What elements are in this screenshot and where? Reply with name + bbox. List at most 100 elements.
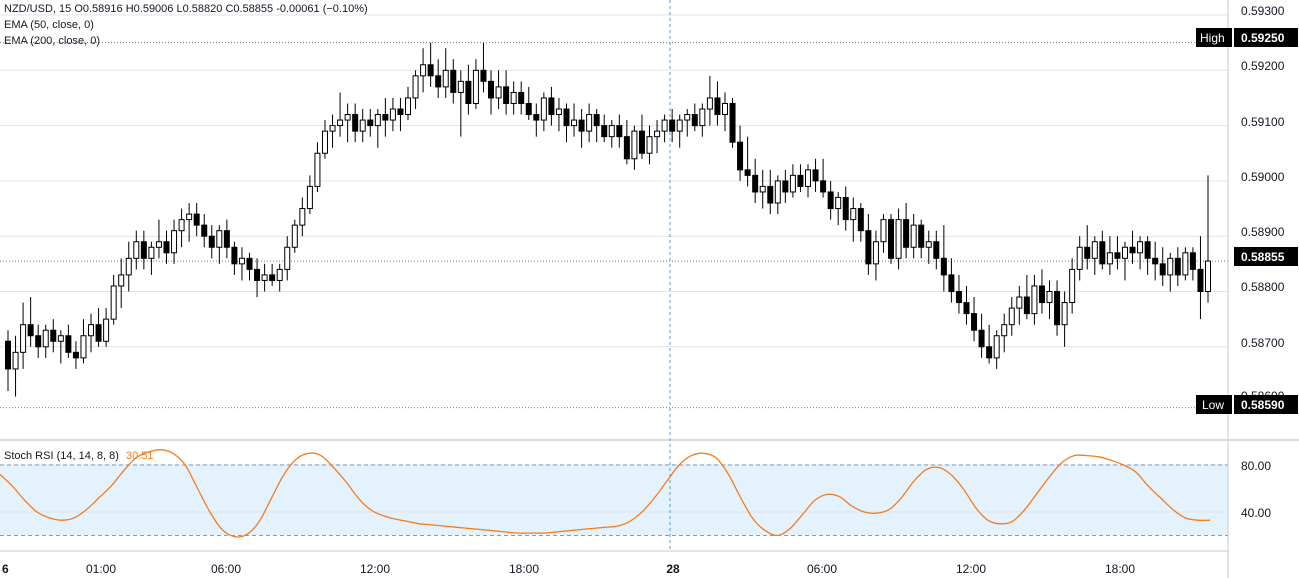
candle bbox=[261, 263, 268, 292]
candle bbox=[1189, 247, 1196, 281]
ema200-legend[interactable]: EMA (200, close, 0) bbox=[4, 35, 100, 47]
candle bbox=[669, 109, 676, 143]
candle bbox=[812, 158, 819, 192]
price-tick: 0.59100 bbox=[1241, 115, 1285, 129]
low-tag-value-bg bbox=[1234, 395, 1298, 414]
candle bbox=[442, 48, 449, 98]
candle-body-down bbox=[955, 291, 962, 304]
candle-body-down bbox=[865, 230, 872, 265]
candle bbox=[133, 230, 140, 270]
price-axis[interactable]: 0.59300 0.59200 0.59100 0.59000 0.58900 … bbox=[1196, 4, 1298, 414]
candle-body-down bbox=[744, 169, 751, 176]
candle-body-up bbox=[684, 114, 691, 121]
candle-body-down bbox=[5, 340, 11, 370]
candle-body-up bbox=[510, 91, 517, 104]
candle bbox=[850, 197, 857, 242]
candle bbox=[125, 241, 132, 292]
candle-body-down bbox=[465, 80, 472, 104]
candle-body-down bbox=[352, 114, 359, 132]
candle-body-up bbox=[299, 208, 306, 226]
candle bbox=[571, 103, 578, 137]
candle-body-down bbox=[1099, 241, 1106, 265]
legend-change: -0.00061 (−0.10%) bbox=[276, 3, 368, 15]
time-tick: 28 bbox=[666, 562, 680, 576]
candle-body-up bbox=[306, 185, 313, 210]
high-tag-value: 0.59250 bbox=[1241, 31, 1285, 45]
candle-body-down bbox=[95, 324, 102, 342]
candle bbox=[465, 64, 472, 115]
candle-body-up bbox=[291, 224, 298, 248]
candle bbox=[616, 114, 623, 148]
candle-body-down bbox=[1159, 263, 1166, 276]
time-axis[interactable]: 6 01:00 06:00 12:00 18:00 28 06:00 12:00… bbox=[2, 562, 1135, 576]
candle bbox=[35, 324, 42, 358]
candle bbox=[978, 313, 985, 358]
candle-body-up bbox=[661, 119, 668, 132]
candle-body-up bbox=[344, 114, 351, 121]
candle bbox=[963, 285, 970, 325]
time-tick: 6 bbox=[2, 562, 9, 576]
candle bbox=[254, 258, 261, 298]
candle bbox=[601, 114, 608, 143]
candle-body-up bbox=[631, 130, 638, 160]
candle-body-up bbox=[337, 119, 344, 127]
candle-body-down bbox=[1144, 241, 1151, 259]
candle-body-down bbox=[208, 235, 215, 248]
candle-body-down bbox=[940, 257, 947, 276]
candle bbox=[148, 241, 155, 275]
time-tick: 06:00 bbox=[807, 562, 837, 576]
candle bbox=[50, 319, 57, 353]
candle-body-up bbox=[1076, 246, 1083, 270]
candle bbox=[27, 297, 34, 347]
candle bbox=[752, 158, 759, 204]
candle bbox=[593, 109, 600, 143]
candle-body-down bbox=[1023, 296, 1030, 315]
candle-body-down bbox=[978, 329, 985, 348]
candle-body-up bbox=[155, 241, 162, 248]
candle-body-down bbox=[820, 180, 827, 193]
candle bbox=[337, 92, 344, 137]
candle-body-up bbox=[374, 114, 381, 127]
candle-body-down bbox=[223, 230, 230, 248]
candle bbox=[420, 48, 427, 93]
candle-body-up bbox=[1031, 285, 1038, 315]
candle-body-down bbox=[714, 97, 721, 116]
candle bbox=[1016, 285, 1023, 325]
candle-body-down bbox=[1129, 246, 1136, 254]
candle bbox=[1099, 230, 1106, 270]
candle-body-up bbox=[880, 219, 887, 243]
candle bbox=[382, 97, 389, 137]
ema50-legend[interactable]: EMA (50, close, 0) bbox=[4, 19, 94, 31]
candle-body-down bbox=[50, 329, 57, 342]
candle-body-up bbox=[1069, 268, 1076, 304]
candle bbox=[993, 330, 1000, 369]
high-tag-label-bg bbox=[1196, 28, 1232, 47]
time-tick: 01:00 bbox=[86, 562, 116, 576]
candle bbox=[654, 120, 661, 154]
candle-body-up bbox=[495, 86, 502, 99]
candle bbox=[1001, 313, 1008, 353]
candle-body-down bbox=[888, 219, 895, 259]
candle bbox=[299, 197, 306, 237]
candle-body-down bbox=[246, 257, 253, 270]
candle bbox=[306, 175, 313, 215]
candle-body-up bbox=[284, 246, 291, 270]
stoch-axis[interactable]: 80.00 40.00 bbox=[1241, 459, 1271, 520]
candle bbox=[986, 324, 993, 364]
candle-body-up bbox=[789, 174, 796, 193]
candle bbox=[80, 319, 87, 364]
candle bbox=[480, 42, 487, 93]
candle bbox=[1061, 291, 1068, 347]
candle bbox=[1084, 225, 1091, 270]
candle bbox=[163, 230, 170, 264]
candle bbox=[820, 158, 827, 198]
candle-body-down bbox=[269, 274, 276, 281]
legend-low: L0.58820 bbox=[176, 3, 223, 15]
candle-body-up bbox=[1008, 307, 1015, 326]
candle-body-down bbox=[548, 97, 555, 116]
candle bbox=[955, 274, 962, 314]
candle bbox=[510, 81, 517, 115]
candle-body-up bbox=[412, 75, 419, 99]
candle bbox=[155, 219, 162, 259]
